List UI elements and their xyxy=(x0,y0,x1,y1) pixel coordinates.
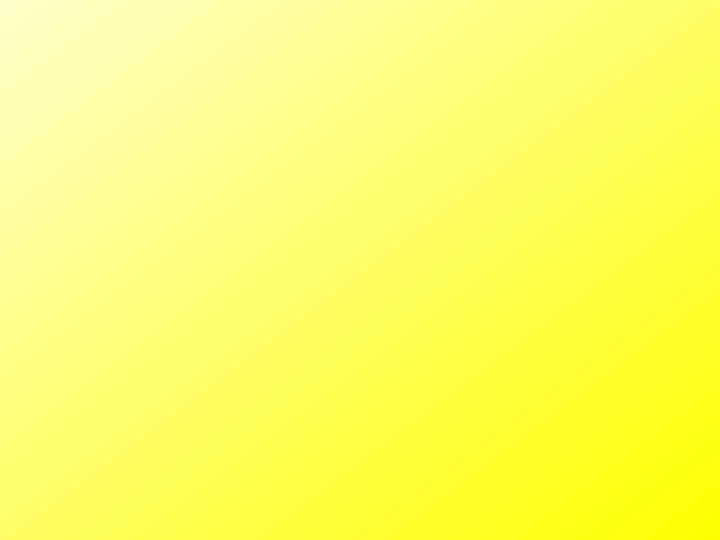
Text: Theorem: Theorem xyxy=(263,43,457,81)
Text: Proof left as a homework assignment. Hint:
  two must concur, show that the thir: Proof left as a homework assignment. Hin… xyxy=(29,248,606,335)
Text: The perpendicular bisectors of a triangle
  concur.: The perpendicular bisectors of a triangl… xyxy=(29,119,572,174)
Text: 10: 10 xyxy=(675,517,702,535)
